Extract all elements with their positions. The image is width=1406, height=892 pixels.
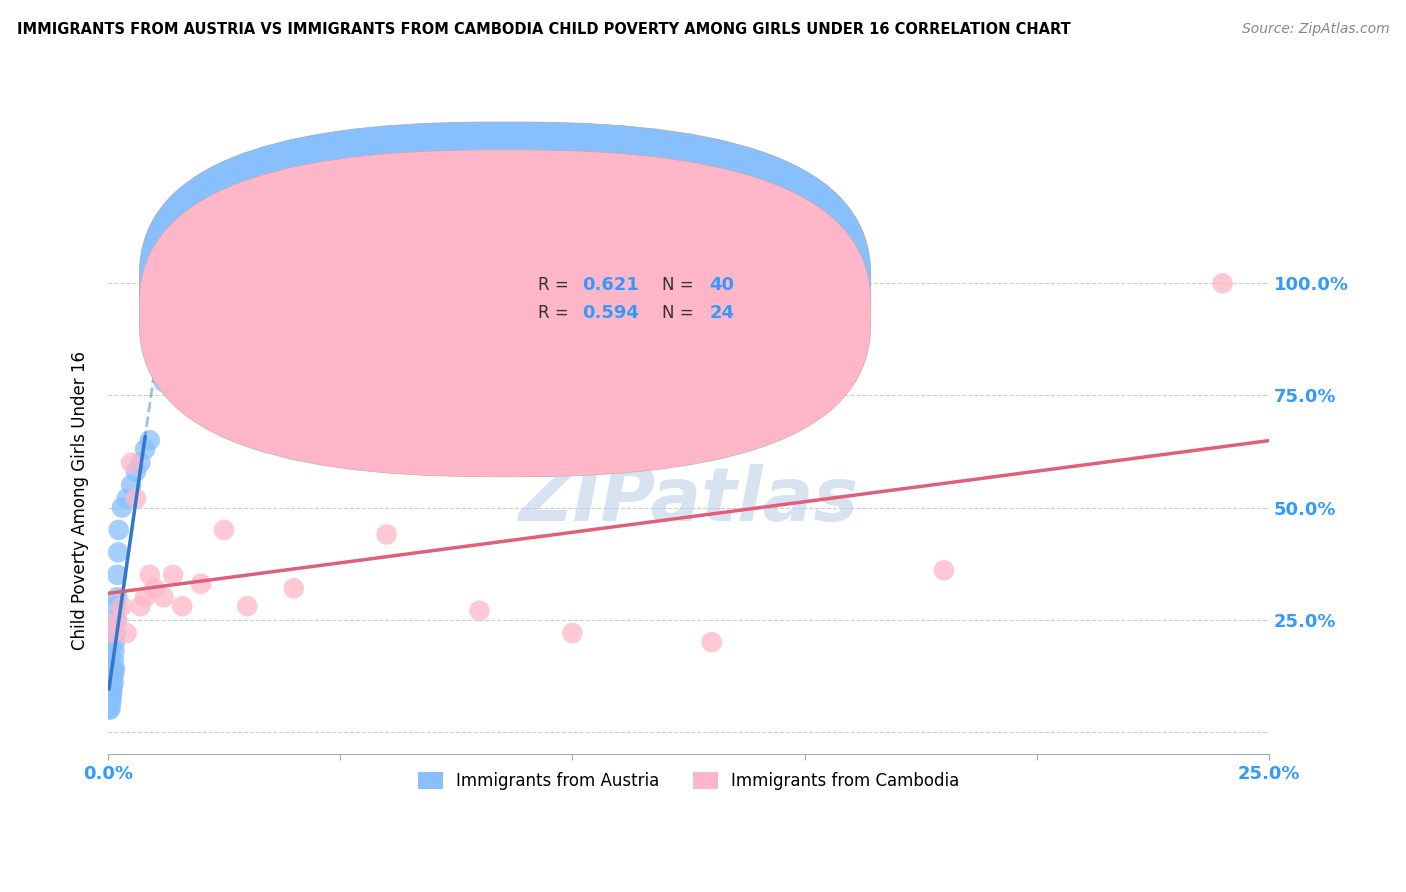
Point (139, 567, 162, 582)
Point (100, 689, 122, 703)
Text: 0.594: 0.594 (582, 304, 638, 322)
Point (190, 576, 212, 591)
Point (115, 491, 138, 506)
Point (932, 563, 955, 577)
Point (125, 491, 148, 506)
Text: 40: 40 (710, 277, 734, 294)
Point (468, 604, 491, 618)
Text: R =: R = (537, 277, 574, 294)
FancyBboxPatch shape (139, 150, 870, 476)
Point (162, 567, 184, 582)
Point (100, 680, 122, 694)
Point (111, 599, 134, 614)
Text: 0.621: 0.621 (582, 277, 638, 294)
Point (139, 434, 162, 448)
Point (329, 410, 352, 425)
Text: N =: N = (662, 304, 699, 322)
Point (283, 581, 305, 595)
Point (101, 671, 124, 685)
Point (120, 478, 142, 492)
FancyBboxPatch shape (139, 122, 870, 449)
Point (103, 653, 125, 667)
Point (111, 500, 134, 515)
Point (212, 523, 235, 537)
FancyBboxPatch shape (474, 258, 823, 336)
Point (103, 666, 125, 681)
Point (98, 684, 121, 698)
Point (105, 567, 128, 582)
Point (700, 635, 723, 649)
Point (172, 599, 194, 614)
Point (104, 613, 127, 627)
Point (129, 456, 152, 470)
Point (100, 684, 122, 698)
Point (98, 698, 121, 712)
Point (152, 591, 174, 605)
Point (120, 456, 142, 470)
Legend: Immigrants from Austria, Immigrants from Cambodia: Immigrants from Austria, Immigrants from… (411, 765, 966, 797)
Point (134, 442, 156, 457)
Point (98, 693, 121, 707)
Point (103, 675, 125, 690)
Point (101, 680, 124, 694)
Text: ZIPatlas: ZIPatlas (519, 465, 859, 537)
Point (105, 599, 128, 614)
Point (98, 693, 121, 707)
Point (115, 626, 138, 640)
Point (98, 689, 121, 703)
Y-axis label: Child Poverty Among Girls Under 16: Child Poverty Among Girls Under 16 (72, 351, 89, 650)
Point (125, 465, 148, 479)
Point (107, 523, 129, 537)
Point (105, 591, 128, 605)
Point (101, 662, 124, 676)
Point (104, 626, 127, 640)
Point (1212, 277, 1234, 291)
Point (100, 689, 122, 703)
Point (104, 635, 127, 649)
Point (98, 702, 121, 716)
Point (101, 684, 124, 698)
Point (103, 662, 125, 676)
Point (101, 626, 124, 640)
Text: Source: ZipAtlas.com: Source: ZipAtlas.com (1241, 22, 1389, 37)
Point (561, 626, 583, 640)
Point (134, 591, 156, 605)
Text: N =: N = (662, 277, 699, 294)
Point (104, 662, 127, 676)
Text: 24: 24 (710, 304, 734, 322)
Point (101, 671, 124, 685)
Point (143, 581, 166, 595)
Text: IMMIGRANTS FROM AUSTRIA VS IMMIGRANTS FROM CAMBODIA CHILD POVERTY AMONG GIRLS UN: IMMIGRANTS FROM AUSTRIA VS IMMIGRANTS FR… (17, 22, 1070, 37)
Point (375, 527, 398, 541)
Point (100, 693, 122, 707)
Point (105, 613, 128, 627)
Point (97, 702, 120, 716)
Point (129, 599, 152, 614)
Point (103, 644, 125, 658)
Point (152, 375, 174, 389)
Point (236, 599, 259, 614)
Point (100, 698, 122, 712)
Point (107, 545, 129, 559)
Text: R =: R = (537, 304, 574, 322)
